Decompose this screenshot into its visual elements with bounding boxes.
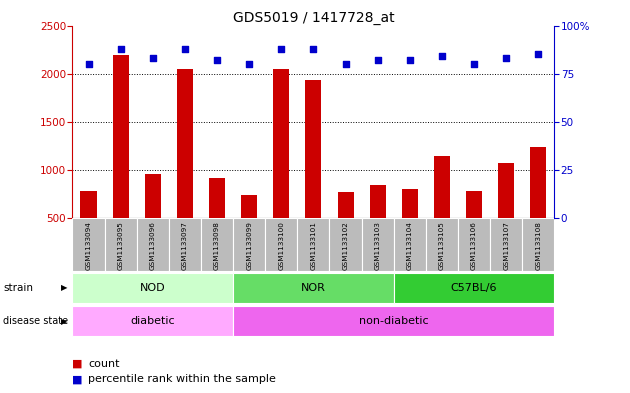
Text: percentile rank within the sample: percentile rank within the sample [88, 374, 276, 384]
Point [501, 55, 511, 61]
Bar [362, 218, 394, 271]
Text: GSM1133103: GSM1133103 [375, 221, 381, 270]
Text: NOD: NOD [140, 283, 166, 293]
Text: count: count [88, 358, 120, 369]
Text: GSM1133095: GSM1133095 [118, 221, 123, 270]
Bar [72, 273, 233, 303]
Point [372, 57, 382, 63]
Bar [169, 218, 201, 271]
Point [276, 46, 286, 52]
Point [83, 61, 94, 67]
Text: NOR: NOR [301, 283, 326, 293]
Bar [273, 69, 289, 218]
Bar [434, 156, 450, 218]
Point [116, 46, 126, 52]
Bar [105, 218, 137, 271]
Text: GSM1133094: GSM1133094 [86, 221, 91, 270]
Bar [329, 218, 362, 271]
Bar [233, 306, 554, 336]
Bar [201, 218, 233, 271]
Bar [72, 306, 233, 336]
Text: C57BL/6: C57BL/6 [451, 283, 497, 293]
Bar [458, 218, 490, 271]
Bar [394, 273, 554, 303]
Text: GSM1133101: GSM1133101 [311, 221, 316, 270]
Text: GSM1133097: GSM1133097 [182, 221, 188, 270]
Bar [209, 178, 225, 218]
Text: GSM1133104: GSM1133104 [407, 221, 413, 270]
Bar [233, 218, 265, 271]
Bar [394, 218, 426, 271]
Bar [402, 189, 418, 218]
Text: GSM1133106: GSM1133106 [471, 221, 477, 270]
Text: GSM1133108: GSM1133108 [536, 221, 541, 270]
Bar [81, 191, 96, 218]
Bar [241, 195, 257, 218]
Text: ■: ■ [72, 358, 83, 369]
Point [180, 46, 190, 52]
Title: GDS5019 / 1417728_at: GDS5019 / 1417728_at [232, 11, 394, 24]
Text: strain: strain [3, 283, 33, 293]
Bar [72, 218, 105, 271]
Text: GSM1133100: GSM1133100 [278, 221, 284, 270]
Text: ▶: ▶ [61, 283, 67, 292]
Point [437, 53, 447, 59]
Text: ■: ■ [72, 374, 83, 384]
Bar [233, 273, 394, 303]
Bar [370, 185, 386, 218]
Text: non-diabetic: non-diabetic [359, 316, 428, 326]
Point [212, 57, 222, 63]
Point [533, 51, 543, 57]
Point [308, 46, 318, 52]
Text: ▶: ▶ [61, 317, 67, 326]
Bar [297, 218, 329, 271]
Bar [530, 147, 546, 218]
Point [147, 55, 158, 61]
Point [404, 57, 415, 63]
Text: GSM1133099: GSM1133099 [246, 221, 252, 270]
Text: GSM1133105: GSM1133105 [439, 221, 445, 270]
Text: GSM1133096: GSM1133096 [150, 221, 156, 270]
Text: GSM1133098: GSM1133098 [214, 221, 220, 270]
Text: disease state: disease state [3, 316, 68, 326]
Bar [177, 69, 193, 218]
Bar [490, 218, 522, 271]
Bar [522, 218, 554, 271]
Point [244, 61, 254, 67]
Bar [145, 174, 161, 218]
Text: diabetic: diabetic [130, 316, 175, 326]
Text: GSM1133107: GSM1133107 [503, 221, 509, 270]
Bar [426, 218, 458, 271]
Bar [113, 55, 129, 218]
Point [340, 61, 350, 67]
Bar [498, 163, 514, 218]
Bar [338, 192, 353, 218]
Bar [137, 218, 169, 271]
Text: GSM1133102: GSM1133102 [343, 221, 348, 270]
Bar [306, 81, 321, 218]
Bar [265, 218, 297, 271]
Bar [466, 191, 482, 218]
Point [469, 61, 479, 67]
